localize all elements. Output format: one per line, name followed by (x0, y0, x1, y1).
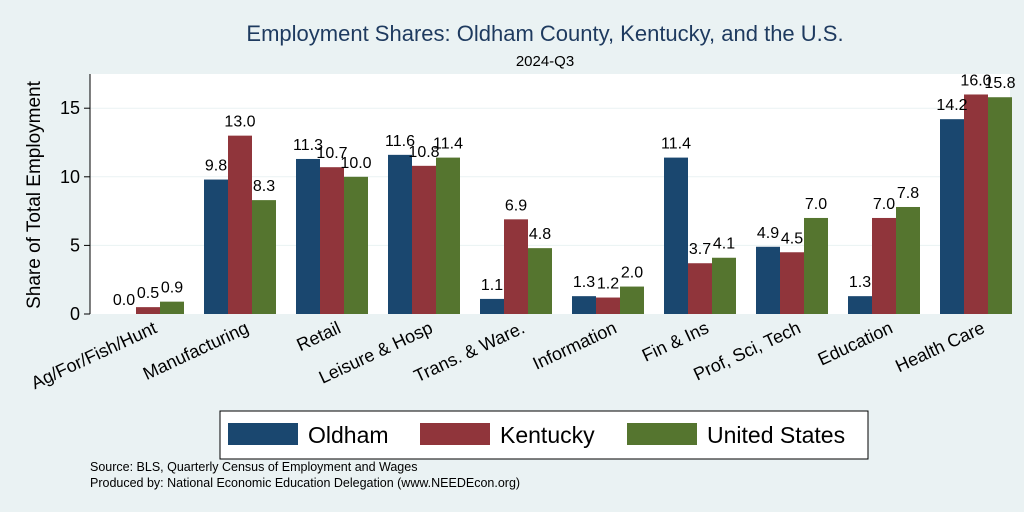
data-label: 0.9 (161, 280, 183, 297)
bar-oldham (572, 296, 596, 314)
data-label: 7.0 (873, 196, 895, 213)
y-tick-label: 0 (70, 304, 80, 324)
bar-oldham (388, 154, 412, 314)
data-label: 4.5 (781, 230, 803, 247)
data-label: 9.8 (205, 158, 227, 175)
source-note: Source: BLS, Quarterly Census of Employm… (90, 460, 417, 474)
bar-kentucky (872, 217, 896, 314)
bars (136, 94, 1012, 315)
bar-oldham (480, 298, 504, 314)
legend-box (219, 410, 869, 460)
data-label: 1.3 (573, 274, 595, 291)
data-label: 14.2 (936, 97, 967, 114)
data-label: 10.0 (340, 155, 371, 172)
bar-oldham (296, 158, 320, 314)
data-label: 3.7 (689, 241, 711, 258)
y-tick-label: 5 (70, 235, 80, 255)
data-label: 2.0 (621, 265, 643, 282)
chart-subtitle: 2024-Q3 (516, 53, 574, 70)
bar-kentucky (412, 165, 436, 314)
x-tick-label: Education (815, 317, 896, 369)
x-tick-label: Ag/For/Fish/Hunt (28, 317, 160, 393)
bar-kentucky (504, 219, 528, 314)
bar-united-states (436, 157, 460, 314)
legend-swatch-oldham (228, 423, 298, 445)
x-tick-label: Fin & Ins (639, 317, 712, 365)
data-label: 4.1 (713, 236, 735, 253)
y-tick-label: 10 (60, 167, 80, 187)
producer-note: Produced by: National Economic Education… (90, 476, 520, 490)
chart-title: Employment Shares: Oldham County, Kentuc… (246, 21, 843, 46)
bar-kentucky (136, 307, 160, 314)
y-ticks: 0 5 10 15 (60, 98, 90, 324)
bar-kentucky (688, 263, 712, 314)
data-label: 0.5 (137, 285, 159, 302)
bar-united-states (160, 301, 184, 314)
legend-label: Oldham (308, 422, 389, 448)
bar-kentucky (596, 297, 620, 314)
bar-oldham (940, 119, 964, 315)
data-labels: 0.0 9.8 11.3 11.6 1.1 1.3 11.4 4.9 1.3 14.2 0.5 13.… (113, 72, 1016, 309)
data-label: 4.9 (757, 225, 779, 242)
data-label: 1.1 (481, 277, 503, 294)
bar-kentucky (228, 135, 252, 314)
legend: Oldham Kentucky United States (219, 410, 869, 460)
data-label: 10.8 (408, 144, 439, 161)
bar-oldham (756, 246, 780, 314)
bar-united-states (344, 176, 368, 314)
data-label: 11.4 (433, 136, 463, 153)
data-label: 16.0 (960, 72, 991, 89)
data-label: 7.8 (897, 185, 919, 202)
data-label: 7.0 (805, 196, 827, 213)
y-tick-label: 15 (60, 98, 80, 118)
legend-swatch-kentucky (420, 423, 490, 445)
bar-kentucky (780, 252, 804, 314)
x-tick-label: Manufacturing (140, 317, 252, 383)
x-tick-label: Health Care (892, 317, 988, 376)
legend-label: Kentucky (500, 422, 595, 448)
legend-label: United States (707, 422, 845, 448)
bar-kentucky (320, 167, 344, 314)
data-label: 6.9 (505, 197, 527, 214)
x-tick-label: Information (530, 317, 620, 373)
bar-oldham (204, 179, 228, 314)
data-label: 4.8 (529, 226, 551, 243)
data-label: 8.3 (253, 178, 275, 195)
bar-united-states (896, 206, 920, 314)
data-label: 1.3 (849, 274, 871, 291)
bar-oldham (848, 296, 872, 314)
data-label: 11.3 (293, 137, 323, 154)
data-label: 1.2 (597, 276, 619, 293)
legend-swatch-united-states (627, 423, 697, 445)
x-tick-label: Retail (294, 317, 344, 355)
bar-oldham (664, 157, 688, 314)
data-label: 11.6 (385, 133, 415, 150)
bar-united-states (528, 248, 552, 314)
bar-united-states (804, 217, 828, 314)
bar-united-states (252, 200, 276, 314)
bar-united-states (620, 286, 644, 314)
data-label: 15.8 (984, 75, 1015, 92)
bar-kentucky (964, 94, 988, 314)
bar-united-states (712, 257, 736, 314)
bar-united-states (988, 97, 1012, 314)
data-label: 13.0 (224, 114, 255, 131)
y-axis-label: Share of Total Employment (24, 80, 45, 308)
data-label: 10.7 (316, 145, 347, 162)
data-label: 0.0 (113, 292, 135, 309)
data-label: 11.4 (661, 136, 691, 153)
